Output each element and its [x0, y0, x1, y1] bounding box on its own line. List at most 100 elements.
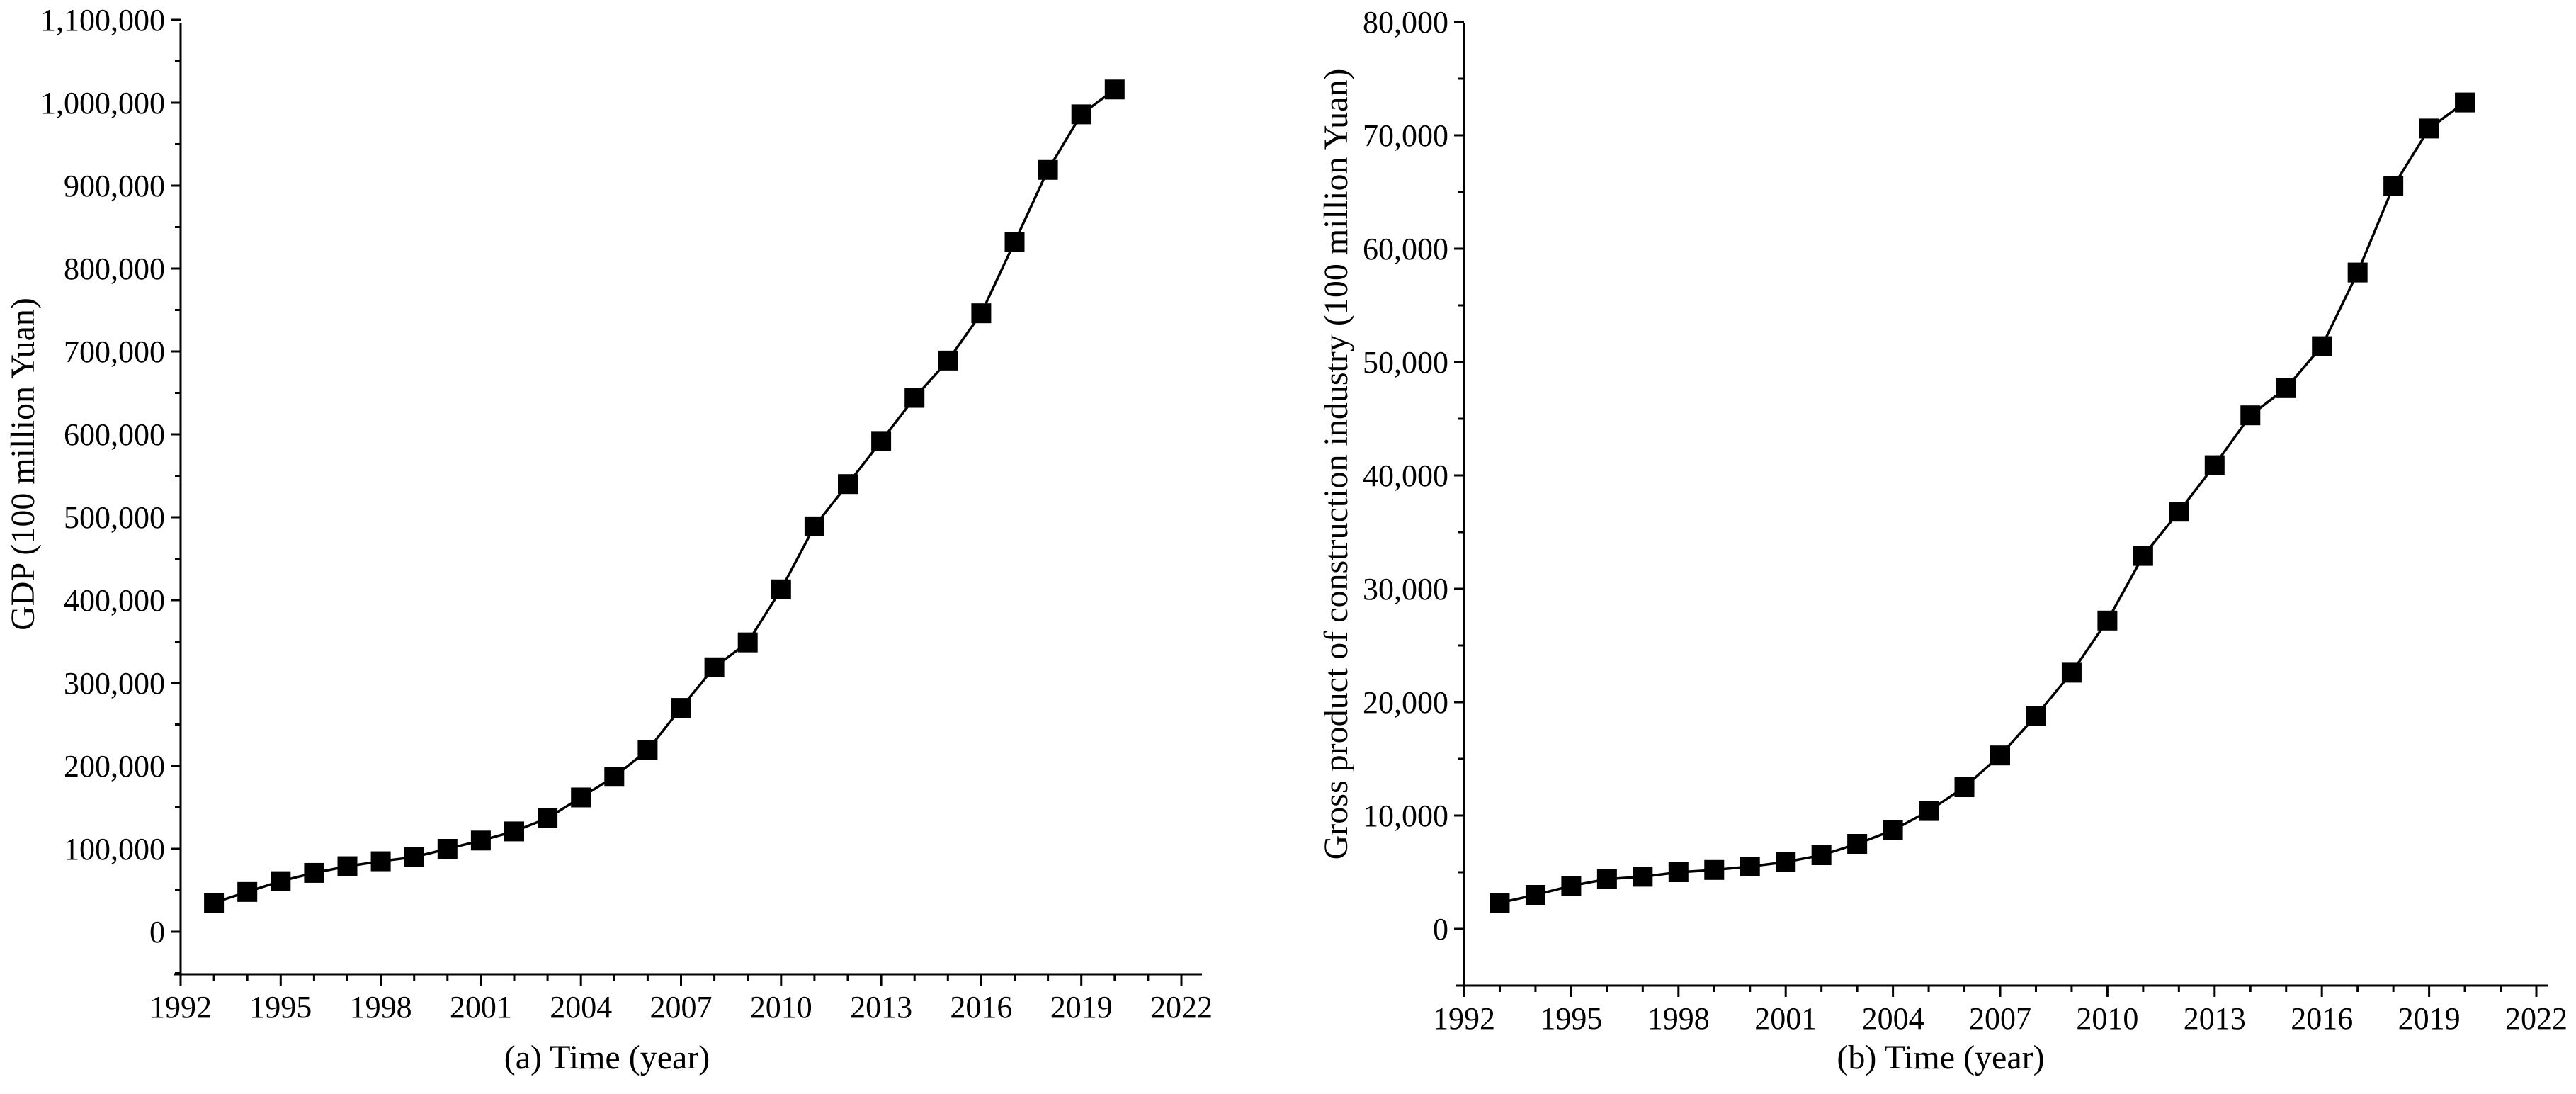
y-tick-label: 600,000	[64, 417, 165, 452]
data-point-1998	[1668, 862, 1689, 882]
x-tick-label: 2007	[650, 990, 713, 1025]
data-point-2017	[1004, 232, 1025, 252]
y-tick-label: 300,000	[64, 666, 165, 701]
series-line	[1499, 101, 2466, 904]
data-point-2002	[1811, 845, 1832, 865]
data-point-1996	[304, 862, 324, 883]
x-tick-label: 1998	[350, 990, 412, 1025]
data-point-1999	[404, 847, 424, 867]
data-point-2019	[1071, 104, 1091, 125]
data-point-1998	[370, 851, 391, 872]
data-point-2001	[470, 830, 491, 851]
data-point-2014	[904, 388, 925, 408]
y-tick-label: 40,000	[1363, 458, 1448, 493]
data-point-2006	[637, 740, 658, 760]
y-tick-label: 80,000	[1363, 5, 1448, 40]
x-tick-label: 2019	[2398, 1001, 2461, 1036]
y-tick-label: 900,000	[64, 169, 165, 203]
data-point-1999	[1704, 859, 1725, 880]
data-point-2010	[2097, 610, 2118, 631]
x-tick-label: 2007	[1969, 1001, 2031, 1036]
x-tick-label: 1995	[1540, 1001, 1602, 1036]
series-line	[213, 88, 1116, 904]
x-tick-label: 2016	[2291, 1001, 2353, 1036]
data-point-2013	[2204, 455, 2225, 475]
data-point-2017	[2347, 262, 2368, 283]
chart-panel-a: 0 100,000 200,000 300,000 400,000 500,000 600,…	[4, 3, 1213, 1076]
y-tick-label: 30,000	[1363, 572, 1448, 607]
y-tick-label: 1,000,000	[40, 86, 165, 120]
y-axis-title: Gross product of construction industry (…	[1317, 69, 1355, 860]
y-tick-label: 50,000	[1363, 345, 1448, 380]
data-point-2007	[1990, 745, 2010, 766]
data-point-2012	[838, 474, 858, 495]
data-point-1994	[237, 881, 258, 902]
x-tick-label: 1995	[249, 990, 312, 1025]
data-point-2001	[1776, 852, 1796, 872]
y-tick-label: 1,100,000	[40, 3, 165, 38]
data-point-1995	[271, 871, 291, 891]
y-tick-label: 10,000	[1363, 799, 1448, 833]
y-tick-label: 100,000	[64, 832, 165, 867]
x-tick-label: 2019	[1050, 990, 1113, 1025]
data-point-1994	[1525, 885, 1545, 905]
y-tick-label: 0	[149, 915, 165, 949]
y-tick-label: 0	[1433, 912, 1448, 947]
y-axis-title: GDP (100 million Yuan)	[4, 298, 42, 631]
data-point-1995	[1561, 876, 1582, 896]
data-point-2004	[1883, 820, 1903, 840]
data-point-1997	[337, 856, 358, 876]
y-tick-label: 70,000	[1363, 118, 1448, 153]
data-point-2012	[2169, 502, 2189, 522]
data-point-1997	[1633, 867, 1653, 887]
data-point-2011	[2133, 546, 2153, 566]
data-point-2016	[971, 303, 992, 324]
x-tick-label: 1992	[1433, 1001, 1495, 1036]
data-point-2011	[804, 516, 824, 536]
y-tick-label: 700,000	[64, 334, 165, 369]
data-point-2016	[2312, 336, 2332, 356]
y-tick-label: 200,000	[64, 749, 165, 784]
data-point-2019	[2419, 118, 2439, 139]
data-point-2008	[2026, 706, 2046, 726]
data-point-1996	[1596, 869, 1617, 889]
x-tick-label: 2010	[2076, 1001, 2138, 1036]
y-tick-label: 20,000	[1363, 685, 1448, 720]
data-point-2015	[2276, 378, 2296, 398]
data-point-2002	[504, 821, 524, 842]
data-point-2020	[1104, 79, 1125, 100]
x-tick-label: 2016	[950, 990, 1012, 1025]
x-tick-label: 1992	[149, 990, 212, 1025]
data-point-2003	[538, 808, 558, 828]
data-point-2005	[1919, 801, 1939, 821]
x-tick-label: 2013	[850, 990, 912, 1025]
data-point-2004	[571, 787, 591, 808]
x-tick-label: 2001	[1754, 1001, 1817, 1036]
data-point-1993	[1490, 893, 1510, 913]
data-point-1993	[204, 893, 225, 913]
x-tick-label: 2001	[450, 990, 512, 1025]
data-point-2018	[2383, 176, 2404, 196]
data-point-2020	[2455, 92, 2475, 113]
y-tick-label: 60,000	[1363, 232, 1448, 266]
x-tick-label: 2010	[750, 990, 812, 1025]
x-tick-label: 2013	[2184, 1001, 2246, 1036]
data-point-2009	[737, 632, 758, 653]
data-point-2000	[437, 839, 458, 859]
data-point-2008	[704, 657, 725, 677]
data-point-2005	[604, 767, 625, 787]
x-tick-label: 2022	[1150, 990, 1213, 1025]
data-point-2003	[1847, 834, 1868, 854]
x-tick-label: 2022	[2505, 1001, 2568, 1036]
y-tick-label: 400,000	[64, 583, 165, 618]
x-axis-title: (b) Time (year)	[1837, 1039, 2044, 1076]
data-point-2013	[871, 431, 892, 451]
chart-panel-b: 0 10,000 20,000 30,000 40,000 50,000 60,000 70,…	[1317, 5, 2568, 1076]
x-tick-label: 1998	[1647, 1001, 1710, 1036]
data-point-2006	[1954, 777, 1975, 797]
data-point-2009	[2061, 662, 2082, 683]
data-point-2010	[771, 579, 791, 599]
data-point-2015	[938, 350, 958, 371]
y-tick-label: 500,000	[64, 500, 165, 535]
